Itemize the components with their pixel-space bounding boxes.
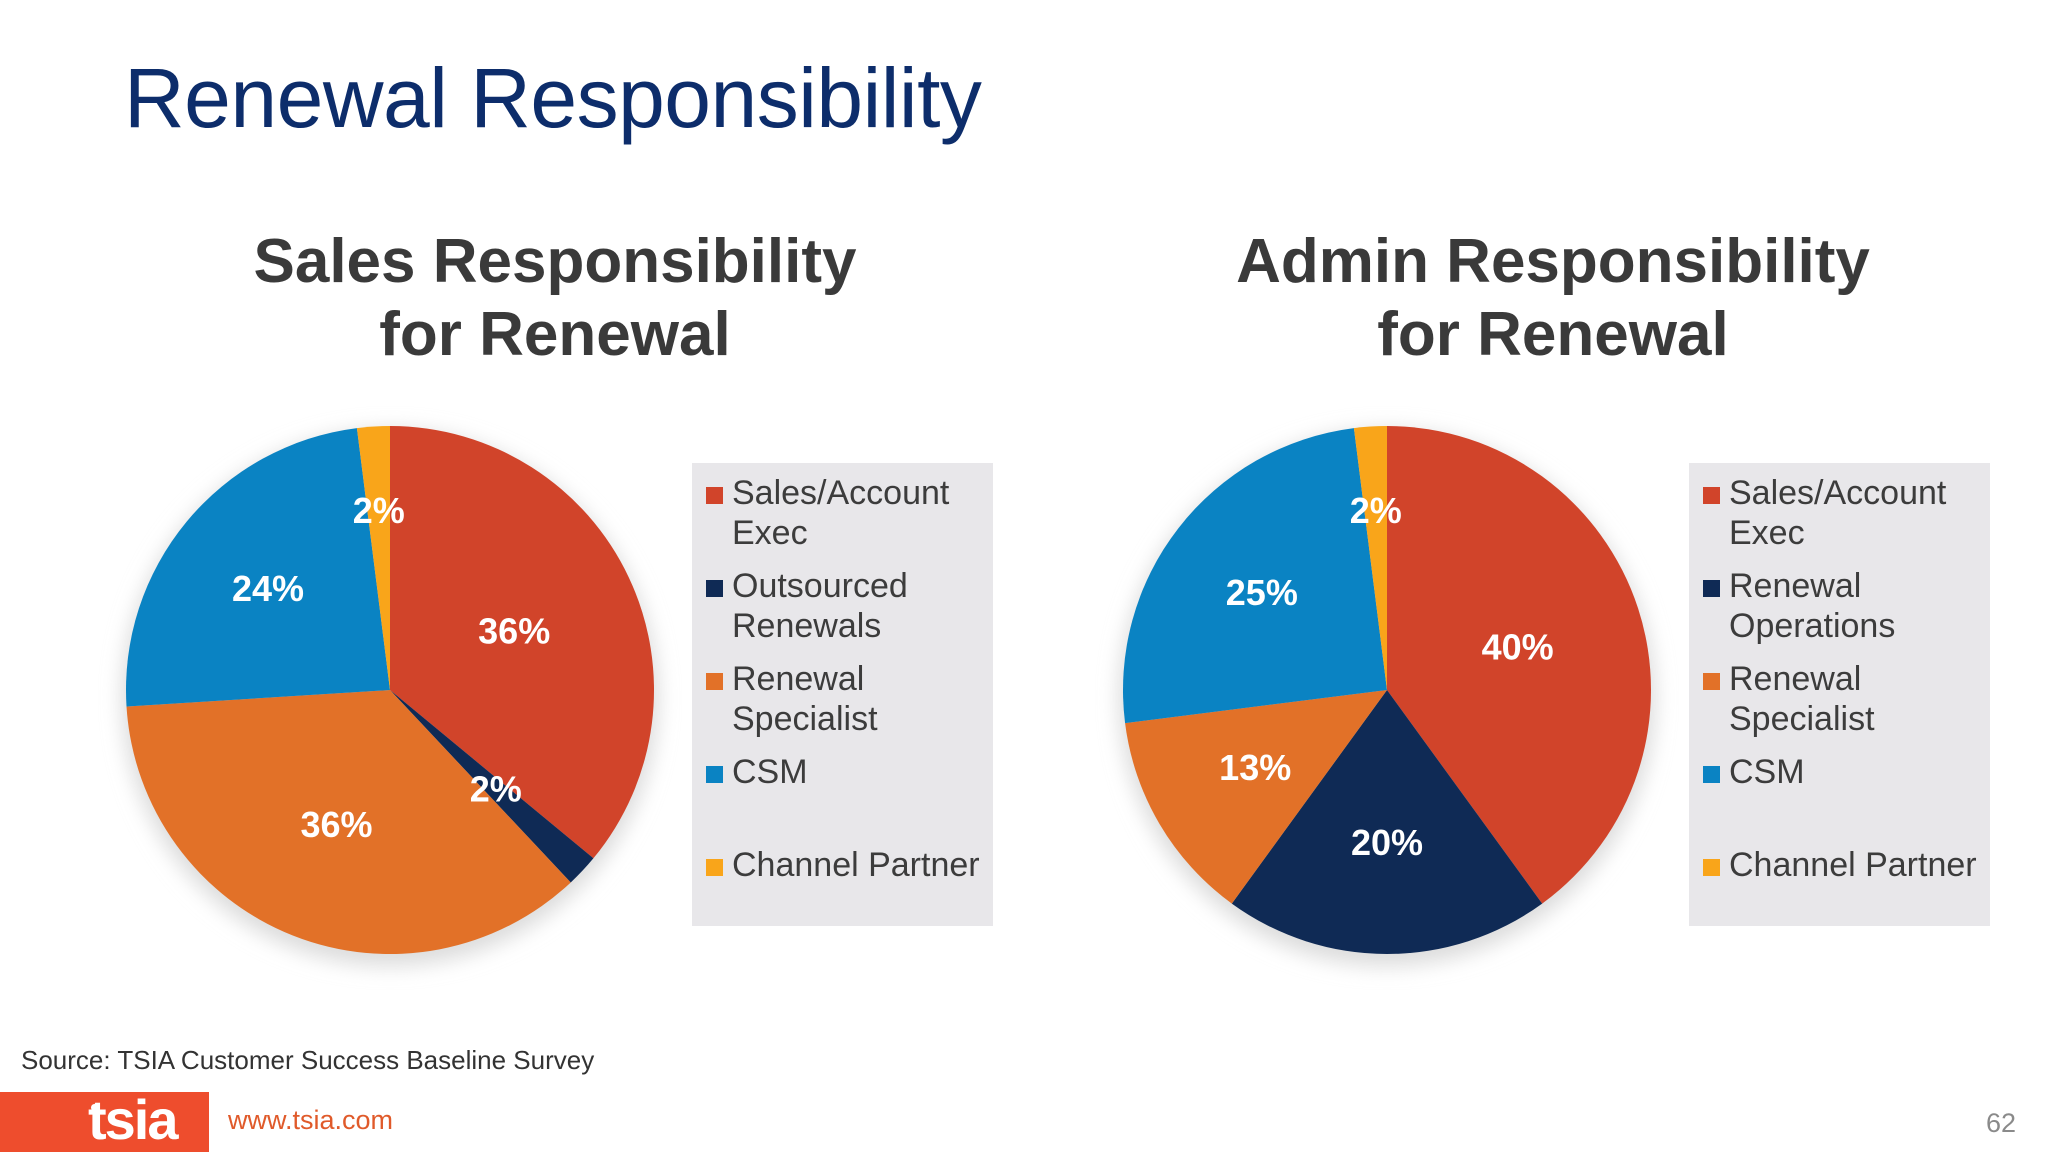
pie-chart-sales: 36% 2% 36% 24% 2% xyxy=(122,426,658,966)
pie-data-label: 36% xyxy=(300,804,372,845)
pie-slice xyxy=(356,426,390,690)
legend-label: Renewal xyxy=(1729,567,1862,605)
legend-swatch xyxy=(1703,580,1720,597)
chart-title-admin: Admin Responsibility for Renewal xyxy=(1103,225,2003,371)
tsia-logo-text: tsia xyxy=(88,1088,178,1151)
legend-swatch xyxy=(1703,859,1720,876)
legend-swatch xyxy=(706,580,723,597)
page-number: 62 xyxy=(1985,1108,2016,1138)
pie-slice xyxy=(125,428,390,707)
source-note: Source: TSIA Customer Success Baseline S… xyxy=(21,1045,595,1075)
pie-slice xyxy=(1231,690,1543,955)
legend-label: Exec xyxy=(732,514,808,552)
legend-label: Outsourced xyxy=(732,567,908,605)
legend-label: Renewal xyxy=(1729,660,1862,698)
legend-item: Outsourced Renewals xyxy=(706,566,993,646)
legend-label: Operations xyxy=(1729,607,1896,645)
footer-url-link[interactable]: www.tsia.com xyxy=(228,1105,394,1135)
pie-data-label: 20% xyxy=(1351,822,1423,863)
legend-swatch xyxy=(1703,487,1720,504)
legend-swatch xyxy=(1703,673,1720,690)
legend-label: Sales/Account xyxy=(1729,474,1947,512)
slide-title: Renewal Responsibility xyxy=(124,51,982,145)
legend-item: CSM xyxy=(1703,752,1990,792)
legend-item: Renewal Operations xyxy=(1703,566,1990,646)
legend-label: Channel Partner xyxy=(1729,846,1977,884)
chart-title-line: Admin Responsibility xyxy=(1236,227,1870,296)
pie-slice xyxy=(390,690,594,883)
pie-slice xyxy=(1387,426,1652,904)
pie-data-label: 36% xyxy=(478,611,550,652)
tsia-logo xyxy=(0,1092,209,1152)
logo-dot-icon xyxy=(91,1104,98,1111)
legend-item: Sales/Account Exec xyxy=(1703,473,1990,553)
pie-data-label: 13% xyxy=(1219,747,1291,788)
pie-slice xyxy=(1122,428,1387,724)
pie-slices xyxy=(1122,426,1652,955)
pie-slice xyxy=(1125,690,1387,904)
chart-title-line: for Renewal xyxy=(379,300,731,369)
pie-data-label: 2% xyxy=(353,490,405,531)
legend-label: Exec xyxy=(1729,514,1805,552)
legend-item: Renewal Specialist xyxy=(1703,659,1990,739)
pie-slice xyxy=(390,426,655,859)
legend-swatch xyxy=(706,766,723,783)
legend-label: Renewal xyxy=(732,660,865,698)
legend-label: Specialist xyxy=(1729,700,1875,738)
pie-slices xyxy=(125,426,655,955)
legend-swatch xyxy=(706,859,723,876)
legend-swatch xyxy=(706,673,723,690)
legend-label: CSM xyxy=(732,753,808,791)
pie-data-label: 40% xyxy=(1482,627,1554,668)
legend-label: Renewals xyxy=(732,607,882,645)
pie-labels: 40% 20% 13% 25% 2% xyxy=(1219,490,1553,863)
pie-data-label: 2% xyxy=(1350,490,1402,531)
chart-title-line: for Renewal xyxy=(1377,300,1729,369)
legend-label: Specialist xyxy=(732,700,878,738)
chart-title-line: Sales Responsibility xyxy=(253,227,857,296)
legend-item: Channel Partner xyxy=(706,845,993,885)
legend-admin: Sales/Account Exec Renewal Operations Renewa… xyxy=(1689,463,1990,926)
pie-data-label: 24% xyxy=(232,568,304,609)
pie-slice xyxy=(1353,426,1387,690)
pie-chart-admin: 40% 20% 13% 25% 2% xyxy=(1119,426,1655,966)
legend-item: Channel Partner xyxy=(1703,845,1990,885)
pie-data-label: 2% xyxy=(470,768,522,809)
chart-title-sales: Sales Responsibility for Renewal xyxy=(105,225,1005,371)
legend-label: Sales/Account xyxy=(732,474,950,512)
legend-swatch xyxy=(706,487,723,504)
legend-item: Renewal Specialist xyxy=(706,659,993,739)
pie-slice xyxy=(126,690,571,955)
legend-swatch xyxy=(1703,766,1720,783)
legend-label: CSM xyxy=(1729,753,1805,791)
legend-sales: Sales/Account Exec Outsourced Renewals Renew… xyxy=(692,463,993,926)
pie-labels: 36% 2% 36% 24% 2% xyxy=(232,490,550,845)
legend-item: Sales/Account Exec xyxy=(706,473,993,553)
legend-item: CSM xyxy=(706,752,993,792)
legend-label: Channel Partner xyxy=(732,846,980,884)
pie-data-label: 25% xyxy=(1226,572,1298,613)
